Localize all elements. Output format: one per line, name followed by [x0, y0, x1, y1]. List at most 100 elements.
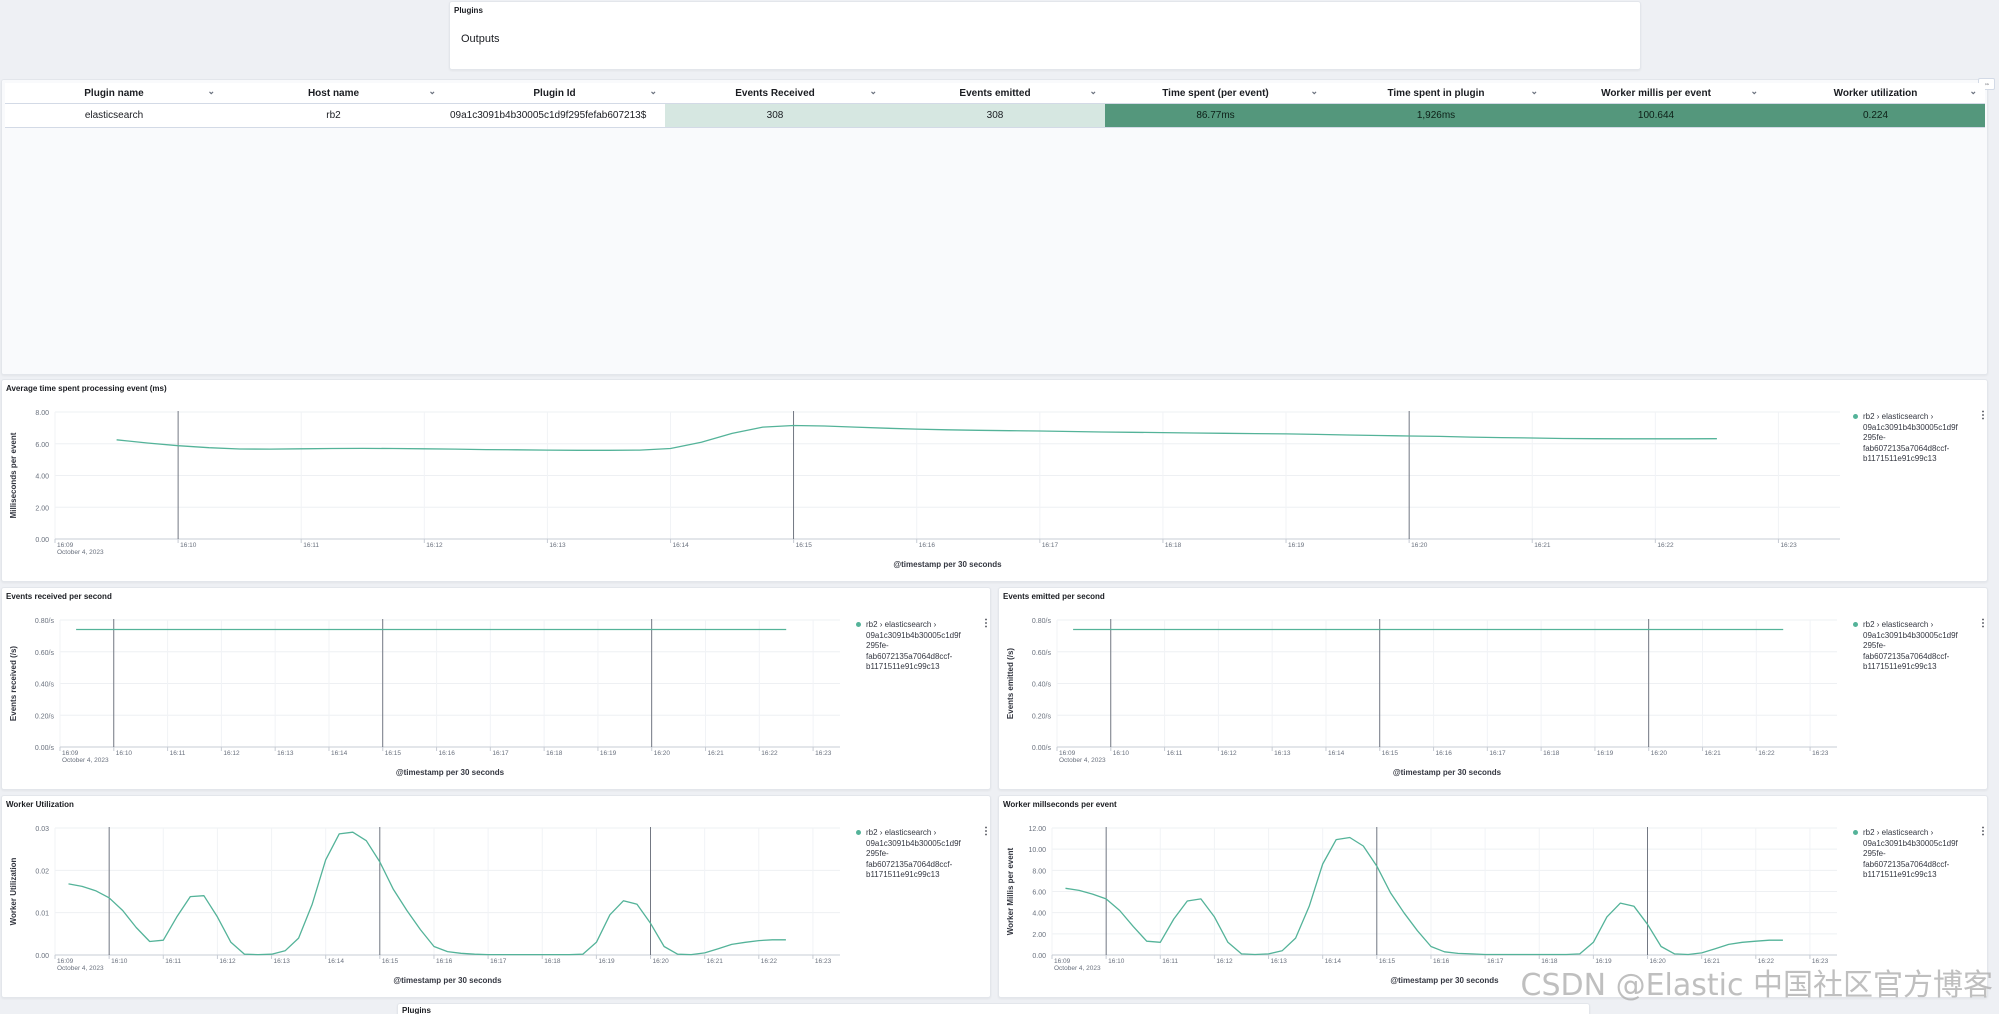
events-received-title: Events received per second — [6, 592, 112, 601]
y-tick-label: 0.00/s — [35, 745, 55, 752]
legend-menu-icon[interactable]: ⋮ — [1978, 410, 1988, 421]
x-tick-label: 16:21 — [1705, 750, 1722, 757]
x-tick-label: 16:18 — [1543, 750, 1560, 757]
column-header[interactable]: Plugin name ⌄ — [5, 83, 223, 103]
legend-menu-icon[interactable]: ⋮ — [1978, 618, 1988, 629]
x-tick-label: 16:10 — [1108, 958, 1125, 965]
x-axis-title: @timestamp per 30 seconds — [1393, 768, 1502, 777]
column-header-label: Time spent in plugin — [1387, 87, 1485, 99]
x-date-label: October 4, 2023 — [1059, 757, 1106, 764]
x-tick-label: 16:22 — [1758, 750, 1775, 757]
x-tick-label: 16:22 — [1758, 958, 1775, 965]
chevron-down-icon[interactable]: ⌄ — [1310, 86, 1318, 96]
chevron-down-icon[interactable]: ⌄ — [869, 86, 877, 96]
column-header[interactable]: Host name ⌄ — [223, 83, 444, 103]
x-tick-label: 16:23 — [1780, 542, 1797, 549]
events-received-legend[interactable]: rb2 › elasticsearch › 09a1c3091b4b30005c1… — [856, 618, 990, 673]
x-tick-label: 16:11 — [1162, 958, 1178, 965]
x-tick-label: 16:15 — [382, 958, 399, 965]
chevron-down-icon[interactable]: ⌄ — [1530, 86, 1538, 96]
x-tick-label: 16:10 — [111, 958, 128, 965]
legend-menu-icon[interactable]: ⋮ — [1978, 826, 1988, 837]
table-cell: 0.224 — [1766, 104, 1985, 127]
column-header[interactable]: Worker millis per event ⌄ — [1546, 83, 1766, 103]
x-tick-label: 16:12 — [426, 542, 443, 549]
column-header[interactable]: Worker utilization ⌄ — [1766, 83, 1985, 103]
column-header[interactable]: Events emitted ⌄ — [885, 83, 1105, 103]
avg-time-legend[interactable]: rb2 › elasticsearch › 09a1c3091b4b30005c1… — [1853, 410, 1987, 465]
x-tick-label: 16:09 — [62, 750, 79, 757]
worker-utilization-legend[interactable]: rb2 › elasticsearch › 09a1c3091b4b30005c1… — [856, 826, 990, 881]
x-tick-label: 16:14 — [1328, 750, 1345, 757]
table-cell: 100.644 — [1546, 104, 1766, 127]
y-axis-title: Events received (/s) — [9, 646, 18, 721]
x-tick-label: 16:20 — [1411, 542, 1428, 549]
x-tick-label: 16:22 — [1657, 542, 1674, 549]
column-header-label: Time spent (per event) — [1162, 87, 1269, 99]
legend-menu-icon[interactable]: ⋮ — [981, 618, 991, 629]
legend-label-line: rb2 › elasticsearch › — [1863, 620, 1934, 629]
x-tick-label: 16:14 — [331, 750, 348, 757]
x-tick-label: 16:15 — [1382, 750, 1399, 757]
column-header[interactable]: Time spent in plugin ⌄ — [1326, 83, 1546, 103]
chevron-down-icon[interactable]: ⌄ — [1089, 86, 1097, 96]
x-tick-label: 16:20 — [653, 958, 670, 965]
series-line — [1065, 836, 1783, 956]
y-tick-label: 10.00 — [1028, 847, 1046, 854]
x-tick-label: 16:19 — [1595, 958, 1612, 965]
legend-label-line: fab6072135a7064d8ccf- — [866, 651, 953, 661]
x-tick-label: 16:11 — [165, 958, 181, 965]
column-header-label: Plugin name — [84, 87, 144, 99]
x-tick-label: 16:22 — [761, 750, 778, 757]
events-emitted-chart: 0.00/s 0.20/s 0.40/s 0.60/s 0.80/s 16:09 16:10… — [1006, 618, 1837, 777]
events-emitted-legend[interactable]: rb2 › elasticsearch › 09a1c3091b4b30005c1… — [1853, 618, 1987, 673]
legend-label-line: 09a1c3091b4b30005c1d9f — [1863, 838, 1958, 848]
x-tick-label: 16:16 — [919, 542, 936, 549]
x-tick-label: 16:20 — [654, 750, 671, 757]
legend-menu-icon[interactable]: ⋮ — [981, 826, 991, 837]
legend-label-line: 295fe- — [866, 849, 889, 859]
x-tick-label: 16:21 — [707, 958, 724, 965]
y-tick-label: 0.00 — [1032, 953, 1046, 960]
legend-label-line: 09a1c3091b4b30005c1d9f — [1863, 422, 1958, 432]
x-tick-label: 16:19 — [600, 750, 617, 757]
legend-color-dot — [856, 830, 861, 835]
x-tick-label: 16:23 — [815, 958, 832, 965]
table-row: elasticsearch rb2 09a1c3091b4b30005c1d9f29… — [5, 104, 1985, 128]
column-header-label: Worker millis per event — [1601, 87, 1711, 99]
legend-label-line: 295fe- — [1863, 849, 1886, 859]
plugins-table-panel — [1, 79, 1988, 375]
column-header[interactable]: Plugin Id ⌄ — [444, 83, 665, 103]
x-tick-label: 16:19 — [1597, 750, 1614, 757]
x-tick-label: 16:20 — [1651, 750, 1668, 757]
watermark: CSDN @Elastic 中国社区官方博客 — [1520, 968, 1994, 1003]
x-tick-label: 16:16 — [436, 958, 453, 965]
worker-millis-legend[interactable]: rb2 › elasticsearch › 09a1c3091b4b30005c1… — [1853, 826, 1987, 881]
x-tick-label: 16:12 — [1216, 958, 1233, 965]
x-axis-title: @timestamp per 30 seconds — [393, 976, 502, 985]
chevron-down-icon[interactable]: ⌄ — [1969, 86, 1977, 96]
column-header[interactable]: Time spent (per event) ⌄ — [1105, 83, 1326, 103]
legend-label-line: b1171511e91c99c13 — [1863, 870, 1937, 880]
legend-label-line: 295fe- — [1863, 433, 1886, 443]
table-cell: 09a1c3091b4b30005c1d9f295fefab607213$ — [444, 104, 665, 127]
x-tick-label: 16:16 — [439, 750, 456, 757]
y-tick-label: 4.00 — [35, 474, 49, 481]
legend-label-line: rb2 › elasticsearch › — [866, 620, 937, 629]
series-line — [68, 831, 786, 956]
legend-label-line: b1171511e91c99c13 — [866, 662, 940, 672]
events-emitted-panel: Events emitted per second 0.00/s 0.20/s 0.… — [998, 587, 1988, 790]
x-tick-label: 16:16 — [1433, 958, 1450, 965]
chevron-down-icon[interactable]: ⌄ — [207, 86, 215, 96]
x-tick-label: 16:17 — [1489, 750, 1506, 757]
x-tick-label: 16:17 — [1042, 542, 1059, 549]
y-axis-title: Milliseconds per event — [9, 432, 18, 518]
x-tick-label: 16:13 — [274, 958, 291, 965]
legend-label-line: fab6072135a7064d8ccf- — [1863, 651, 1950, 661]
chevron-down-icon[interactable]: ⌄ — [428, 86, 436, 96]
chevron-down-icon[interactable]: ⌄ — [1750, 86, 1758, 96]
legend-label-line: 09a1c3091b4b30005c1d9f — [866, 838, 961, 848]
chevron-down-icon[interactable]: ⌄ — [649, 86, 657, 96]
column-header[interactable]: Events Received ⌄ — [665, 83, 885, 103]
worker-utilization-chart: 0.00 0.01 0.02 0.03 16:09 16:10 16:11 16:12 16:1… — [9, 826, 840, 985]
